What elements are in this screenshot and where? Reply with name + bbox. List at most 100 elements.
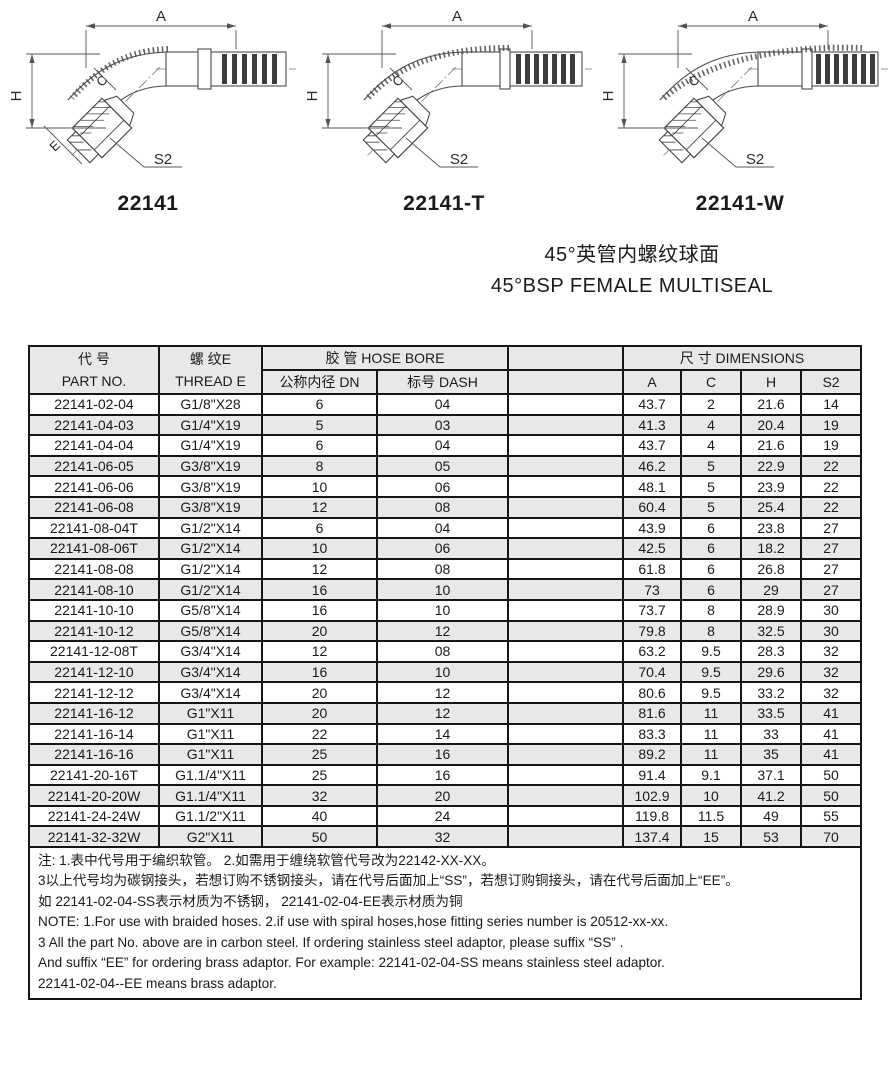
cell: 22 [261,722,378,746]
cell: 41.2 [740,784,802,807]
cell: 33 [740,722,802,746]
hose-tail-rib [525,54,530,84]
col-header-thread-cn: 螺 纹E [189,351,232,367]
table-row: 22141-12-08T G3/4"X14 12 08 63.2 9.5 28.3 32 [28,640,863,663]
spacer-cell [507,619,624,643]
dim-label-h: H [8,91,25,102]
cell: 06 [376,475,509,498]
cell: 30 [799,598,863,622]
cell: G1/2"X14 [158,537,263,560]
cell: 22141-08-10 [28,578,160,601]
cell: 43.9 [622,516,682,540]
spacer-cell [507,722,624,746]
cell: 35 [740,743,802,766]
dim-label-s2: S2 [154,151,172,168]
cell: G3/8"X19 [158,495,263,519]
cell: 80.6 [622,681,682,704]
col-header-dn: 公称内径 DN [261,369,378,395]
cell: G1/2"X14 [158,557,263,581]
cell: 63.2 [622,640,682,663]
hose-tail-rib [272,54,277,84]
cell: 16 [376,743,509,766]
cell: 83.3 [622,722,682,746]
cell: G5/8"X14 [158,619,263,643]
table-row: 22141-12-10 G3/4"X14 16 10 70.4 9.5 29.6 32 [28,660,863,684]
cell: G5/8"X14 [158,598,263,622]
cell: 20.4 [740,413,802,437]
col-header-thread: 螺 纹E THREAD E [158,345,263,395]
cell: 16 [261,578,378,601]
cell: 9.1 [680,763,742,787]
cell: 10 [261,537,378,560]
cell: 37.1 [740,763,802,787]
spacer-cell [507,495,624,519]
cell: 22141-06-05 [28,454,160,478]
cell: 40 [261,804,378,828]
cell: G1/2"X14 [158,578,263,601]
cell: 5 [680,495,742,519]
hose-tail-rib [534,54,539,84]
cell: 50 [799,763,863,787]
col-header-dimensions: 尺 寸 DIMENSIONS [621,345,863,371]
cell: 43.7 [622,393,682,416]
table-row: 22141-10-12 G5/8"X14 20 12 79.8 8 32.5 30 [28,619,863,643]
note-line: NOTE: 1.For use with braided hoses. 2.if… [38,914,669,930]
cell: 22.9 [740,454,802,478]
cell: 9.5 [680,660,742,684]
table-row: 22141-02-04 G1/8"X28 6 04 43.7 2 21.6 14 [28,393,863,416]
cell: 12 [376,701,509,725]
table-row: 22141-16-14 G1"X11 22 14 83.3 11 33 41 [28,722,863,746]
hose-tail-collar [197,48,212,90]
cell: 46.2 [622,454,682,478]
dimension-a: A [677,8,829,68]
spacer-cell [507,434,624,457]
cell: G3/8"X19 [158,475,263,498]
cell: 08 [376,495,509,519]
part-number-label: 22141-W [695,192,785,215]
table-row: 22141-06-08 G3/8"X19 12 08 60.4 5 25.4 22 [28,495,863,519]
cell: 6 [680,557,742,581]
spacer-cell [507,537,624,560]
hose-tail-rib [222,54,227,84]
part-number-labels: 22141 22141-T 22141-W [0,192,896,216]
col-header-hose-bore: 胶 管 HOSE BORE [261,345,509,371]
cell: 42.5 [622,537,682,560]
cell: 119.8 [622,804,682,828]
dimension-h: H [304,53,402,129]
cell: 22141-12-12 [28,681,160,704]
cell: 8 [261,454,378,478]
spacer-cell [507,743,624,766]
cell: 15 [680,825,742,849]
cell: 22141-06-06 [28,475,160,498]
cell: 22141-10-10 [28,598,160,622]
cell: G1/2"X14 [158,516,263,540]
cell: 22141-04-04 [28,434,160,457]
cell: 04 [376,434,509,457]
col-header-spacer [507,345,624,371]
table-row: 22141-16-12 G1"X11 20 12 81.6 11 33.5 41 [28,701,863,725]
hose-tail-collar [499,48,511,90]
cell: 22141-08-08 [28,557,160,581]
cell: 22 [799,475,863,498]
dimension-h: H [8,53,106,129]
technical-drawing-22141: A H C E S2 [6,6,302,178]
cell: 4 [680,434,742,457]
cell: 32 [261,784,378,807]
spec-table: 代 号 PART NO. 螺 纹E THREAD E 胶 管 HOSE BORE… [27,345,863,1000]
table-row: 22141-06-06 G3/8"X19 10 06 48.1 5 23.9 22 [28,475,863,498]
col-header-dash: 标号 DASH [376,369,509,395]
dimension-c: C [93,67,117,91]
cell: 22141-08-06T [28,537,160,560]
cell: 81.6 [622,701,682,725]
note-line: And suffix “EE” for ordering brass adapt… [38,955,665,971]
cell: 70 [799,825,863,849]
col-header-thread-en: THREAD E [175,373,246,389]
cell: 11 [680,743,742,766]
spacer-cell [507,681,624,704]
spacer-cell [507,578,624,601]
cell: 21.6 [740,393,802,416]
col-header-c: C [680,369,742,395]
cell: G3/4"X14 [158,681,263,704]
